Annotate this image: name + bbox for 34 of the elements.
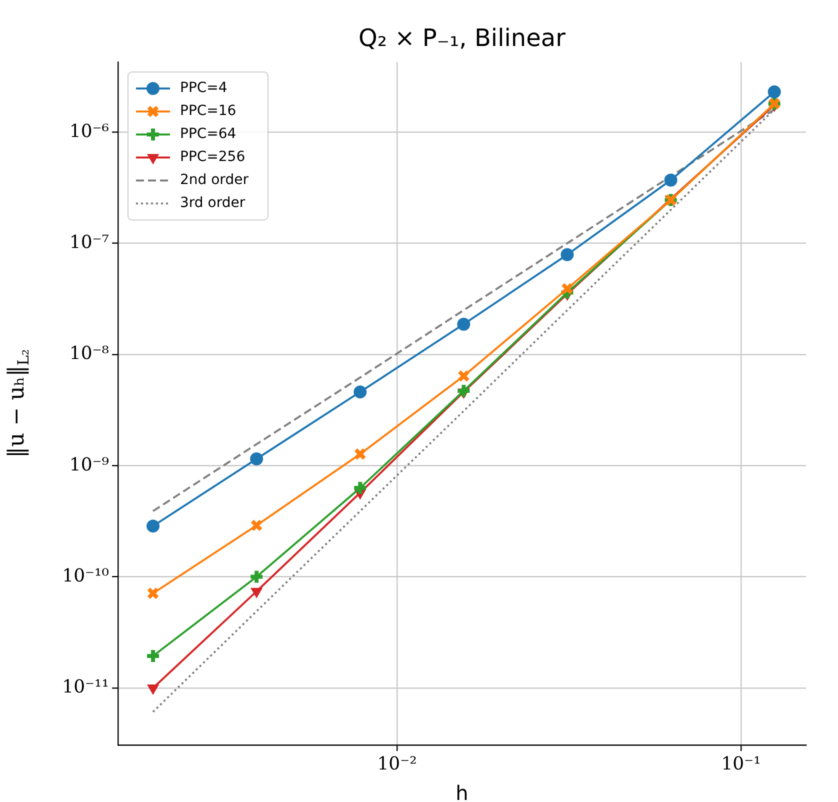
point	[250, 452, 264, 466]
x-axis-title: h	[456, 781, 468, 802]
y-tick-label: 10⁻¹⁰	[62, 565, 109, 586]
point	[354, 385, 367, 398]
legend-label: PPC=64	[180, 126, 236, 142]
point	[560, 282, 574, 295]
point	[146, 587, 160, 600]
y-tick-label: 10⁻⁸	[69, 343, 109, 364]
point	[457, 318, 470, 331]
x-tick-label: 10⁻²	[377, 753, 417, 774]
legend-label: PPC=256	[180, 149, 246, 166]
legend-label: 2nd order	[180, 172, 249, 188]
legend-label: 3rd order	[180, 195, 246, 212]
y-tick-label: 10⁻⁶	[69, 120, 109, 142]
point	[560, 248, 574, 262]
y-axis-title: ‖u − uₕ‖L₂	[4, 349, 33, 458]
y-tick-label: 10⁻⁷	[69, 232, 109, 253]
point	[768, 85, 781, 98]
point	[248, 568, 265, 585]
point	[146, 520, 160, 533]
legend-label: PPC=16	[180, 103, 236, 120]
point	[457, 370, 470, 382]
legend-label: PPC=4	[180, 80, 228, 96]
point	[147, 684, 159, 694]
point	[352, 480, 368, 496]
point	[250, 588, 262, 598]
point	[250, 519, 263, 532]
point	[664, 174, 678, 187]
y-tick-label: 10⁻¹¹	[62, 676, 109, 698]
chart-title: Q₂ × P₋₁, Bilinear	[358, 24, 566, 52]
point	[456, 382, 472, 399]
y-tick-label: 10⁻⁹	[69, 454, 109, 476]
point	[354, 448, 366, 460]
x-tick-label: 10⁻¹	[721, 753, 761, 774]
